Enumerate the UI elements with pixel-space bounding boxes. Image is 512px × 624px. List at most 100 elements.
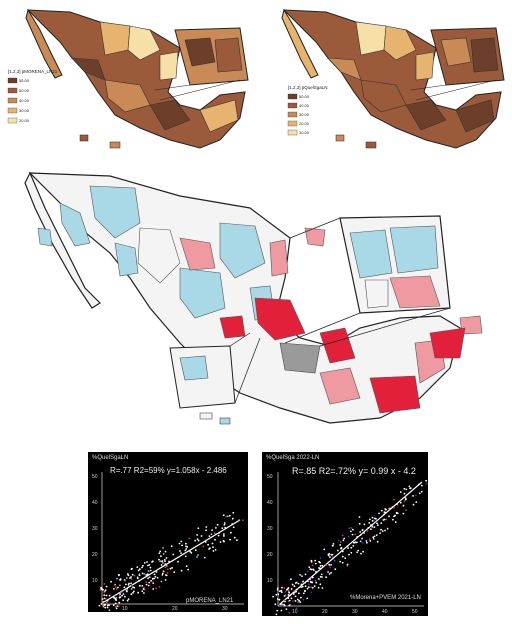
scatter-point [295, 581, 298, 584]
scatter-point [346, 565, 349, 567]
scatter-point [311, 586, 314, 589]
scatter-point [402, 512, 405, 515]
scatter-point [161, 572, 164, 575]
scatter-point [280, 589, 283, 592]
scatter-point [299, 574, 301, 576]
scatter-point [213, 532, 216, 535]
scatter-point [289, 594, 292, 597]
scatter-point [110, 580, 112, 583]
scatter-point [290, 578, 292, 581]
scatter-point [318, 567, 320, 569]
y-tick: 30 [267, 526, 273, 532]
legend-item: 20.00 [19, 118, 30, 123]
scatter-point [387, 507, 390, 510]
scatter-point [302, 592, 305, 595]
scatter-point [231, 517, 234, 520]
scatter-point [207, 543, 209, 546]
x-tick: 40 [382, 609, 388, 615]
scatter-point [164, 550, 167, 553]
scatter-point [312, 568, 314, 571]
scatter-point [319, 583, 322, 586]
scatter-point [125, 583, 127, 586]
scatter-point [120, 590, 123, 593]
scatter-point [101, 598, 104, 600]
scatter-point [158, 586, 161, 588]
scatter-point [360, 552, 362, 555]
scatter-point [425, 479, 427, 482]
scatter-point [180, 540, 183, 543]
scatter-point [119, 593, 121, 595]
scatter-point [328, 563, 331, 566]
scatter-point [349, 530, 352, 533]
scatter-point [162, 553, 165, 555]
scatter-point [300, 586, 302, 588]
scatter-point [158, 560, 161, 563]
scatter-point [347, 535, 350, 538]
scatter-point [415, 501, 418, 503]
scatter-point [102, 604, 104, 607]
scatter-point [304, 581, 307, 584]
mexico-mainland [282, 9, 502, 149]
map-pmorena-2021: [1,2,3] pMORENA_LN21 55.00 50.00 40.00 3… [7, 8, 249, 149]
scatter-point [388, 515, 390, 518]
scatter-point [365, 540, 368, 542]
scatter-point [329, 556, 331, 558]
scatter-point [403, 487, 406, 490]
scatter-point [222, 514, 225, 517]
scatter-point [294, 595, 297, 598]
scatter-point [314, 562, 317, 565]
scatter-point [142, 588, 145, 590]
scatter-point [128, 582, 130, 585]
scatter-point [334, 568, 337, 571]
scatter-point [376, 524, 379, 526]
scatter-point [350, 546, 353, 549]
scatter-point [217, 534, 220, 537]
scatter-point [380, 522, 383, 524]
scatter-point [190, 552, 193, 554]
scatter-point [358, 522, 361, 525]
y-tick: 30 [92, 526, 98, 532]
scatter-point [396, 502, 399, 505]
scatter-point [319, 557, 322, 559]
scatter-point [229, 538, 232, 541]
scatter-point [186, 546, 189, 548]
scatter-point [197, 539, 200, 542]
scatter-point [238, 519, 241, 522]
scatter-point [158, 552, 161, 554]
scatter-point [403, 500, 406, 502]
scatter-point [202, 545, 205, 548]
scatter-point [376, 540, 379, 543]
scatter-point [228, 514, 231, 517]
scatter-point [319, 565, 322, 567]
scatter-point [298, 599, 301, 602]
scatter-point [371, 516, 374, 519]
scatter-point [123, 586, 126, 589]
scatter-point [126, 588, 129, 590]
scatter-point [221, 527, 224, 529]
scatter-point [306, 597, 309, 600]
scatter-point [357, 549, 360, 552]
scatter-point [125, 577, 128, 579]
legend-item: 30.00 [19, 108, 30, 113]
scatter-point [359, 531, 362, 533]
scatter-point [214, 538, 216, 541]
scatter-point [339, 544, 342, 546]
scatter-point [297, 601, 300, 604]
scatter-point [302, 580, 304, 583]
scatter-point [219, 541, 222, 543]
scatter-point [402, 504, 405, 507]
scatter-point [372, 538, 375, 540]
scatter-point [104, 606, 107, 609]
scatter-point [300, 596, 302, 599]
scatter-point [354, 533, 356, 536]
scatter-point [333, 559, 336, 562]
scatter-point [116, 577, 118, 580]
scatter-point [160, 555, 162, 558]
scatter-point [307, 586, 310, 588]
scatter-point [152, 577, 154, 580]
scatter-point [425, 482, 428, 485]
scatter-point [173, 571, 176, 573]
scatter-point [112, 604, 115, 607]
scatter-point [141, 585, 144, 587]
scatter-point [386, 527, 389, 530]
